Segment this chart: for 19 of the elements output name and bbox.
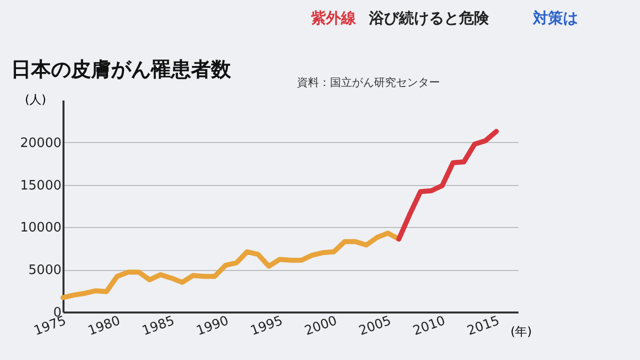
- text: 資料：国立がん研究センター: [297, 76, 440, 89]
- x-axis-title: (年): [510, 324, 532, 338]
- text: 対策は: [532, 9, 578, 27]
- y-tick-label: 20000: [20, 136, 62, 151]
- y-tick-label: 5000: [28, 263, 62, 278]
- chart-title: 日本の皮膚がん罹患者数: [11, 57, 232, 81]
- x-tick-label: 2015: [465, 314, 502, 339]
- x-tick-label: 1995: [248, 314, 285, 339]
- y-tick-label: 10000: [20, 220, 62, 236]
- x-tick-label: 2005: [357, 314, 394, 339]
- y-tick-label: 15000: [20, 178, 62, 194]
- x-tick-label: 1980: [86, 314, 122, 339]
- x-tick-label: 1985: [140, 314, 177, 339]
- y-axis-title: (人): [24, 92, 46, 106]
- text: 紫外線: [310, 9, 357, 27]
- x-tick-label: 2000: [302, 314, 340, 339]
- x-tick-label: 2010: [411, 314, 448, 339]
- x-tick-label: 1990: [194, 314, 231, 339]
- text: 浴び続けると危険: [368, 9, 490, 27]
